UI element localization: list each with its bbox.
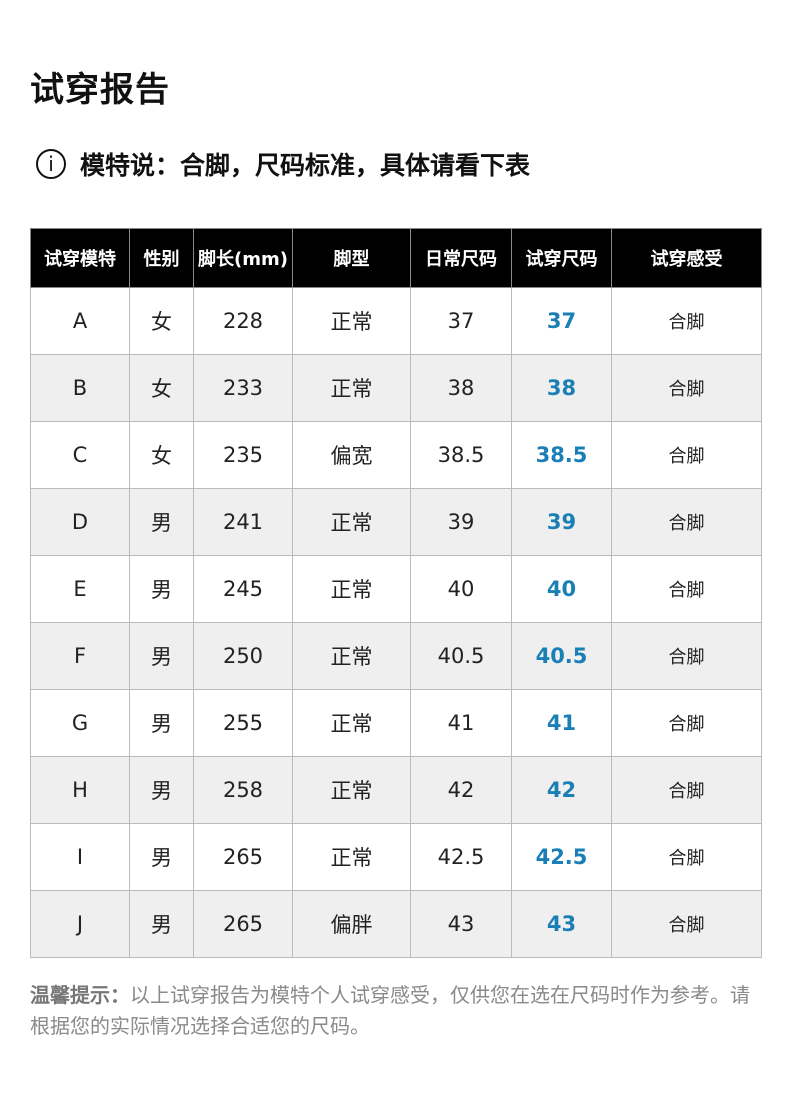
- table-row: F 男 250 正常 40.5 40.5 合脚: [30, 622, 762, 690]
- table-header-row: 试穿模特 性别 脚长(mm) 脚型 日常尺码 试穿尺码 试穿感受: [30, 228, 762, 288]
- tip-body: 以上试穿报告为模特个人试穿感受，仅供您在选在尺码时作为参考。请根据您的实际情况选…: [30, 983, 750, 1038]
- table-cell: 40.5: [410, 622, 512, 690]
- table-cell: I: [30, 823, 130, 891]
- table-cell: 38.5: [410, 421, 512, 489]
- table-cell: 合脚: [611, 622, 762, 690]
- column-header: 试穿尺码: [511, 228, 612, 288]
- table-cell: 42.5: [410, 823, 512, 891]
- fit-report-table: 试穿模特 性别 脚长(mm) 脚型 日常尺码 试穿尺码 试穿感受 A 女 228 正常 37 37 合脚…: [30, 228, 762, 958]
- table-cell: 正常: [292, 354, 411, 422]
- table-cell: 合脚: [611, 354, 762, 422]
- table-cell: 偏宽: [292, 421, 411, 489]
- table-cell: 正常: [292, 756, 411, 824]
- table-cell: 38.5: [511, 421, 612, 489]
- table-cell: 合脚: [611, 823, 762, 891]
- table-cell: 男: [129, 890, 194, 958]
- table-cell: F: [30, 622, 130, 690]
- table-cell: 43: [410, 890, 512, 958]
- table-cell: 258: [193, 756, 293, 824]
- table-cell: 女: [129, 287, 194, 355]
- table-cell: 40: [410, 555, 512, 623]
- table-cell: 正常: [292, 555, 411, 623]
- table-cell: 265: [193, 823, 293, 891]
- table-cell: 合脚: [611, 488, 762, 556]
- table-cell: 偏胖: [292, 890, 411, 958]
- table-cell: 男: [129, 555, 194, 623]
- table-cell: 合脚: [611, 287, 762, 355]
- table-row: A 女 228 正常 37 37 合脚: [30, 287, 762, 355]
- tip-label: 温馨提示：: [30, 983, 130, 1007]
- table-cell: 正常: [292, 689, 411, 757]
- table-cell: 39: [511, 488, 612, 556]
- table-cell: 男: [129, 823, 194, 891]
- table-cell: 250: [193, 622, 293, 690]
- table-cell: 41: [511, 689, 612, 757]
- column-header: 试穿感受: [611, 228, 762, 288]
- table-cell: 正常: [292, 823, 411, 891]
- table-cell: A: [30, 287, 130, 355]
- table-cell: 42: [410, 756, 512, 824]
- table-cell: 男: [129, 622, 194, 690]
- column-header: 脚长(mm): [193, 228, 293, 288]
- table-cell: 女: [129, 354, 194, 422]
- table-row: G 男 255 正常 41 41 合脚: [30, 689, 762, 757]
- table-cell: 43: [511, 890, 612, 958]
- tip-text: 温馨提示：以上试穿报告为模特个人试穿感受，仅供您在选在尺码时作为参考。请根据您的…: [30, 980, 760, 1042]
- table-cell: 正常: [292, 287, 411, 355]
- page-title: 试穿报告: [30, 70, 170, 110]
- table-cell: 合脚: [611, 555, 762, 623]
- table-cell: 42: [511, 756, 612, 824]
- table-cell: G: [30, 689, 130, 757]
- model-note-text: 模特说：合脚，尺码标准，具体请看下表: [80, 151, 531, 180]
- table-cell: 40.5: [511, 622, 612, 690]
- table-cell: 40: [511, 555, 612, 623]
- table-cell: 39: [410, 488, 512, 556]
- table-cell: 38: [511, 354, 612, 422]
- table-row: B 女 233 正常 38 38 合脚: [30, 354, 762, 422]
- table-row: H 男 258 正常 42 42 合脚: [30, 756, 762, 824]
- table-cell: 合脚: [611, 421, 762, 489]
- table-cell: E: [30, 555, 130, 623]
- table-cell: 233: [193, 354, 293, 422]
- table-cell: 235: [193, 421, 293, 489]
- table-cell: 37: [410, 287, 512, 355]
- column-header: 日常尺码: [410, 228, 512, 288]
- table-cell: 合脚: [611, 890, 762, 958]
- column-header: 性别: [129, 228, 194, 288]
- column-header: 试穿模特: [30, 228, 130, 288]
- table-row: I 男 265 正常 42.5 42.5 合脚: [30, 823, 762, 891]
- table-cell: 228: [193, 287, 293, 355]
- table-cell: 41: [410, 689, 512, 757]
- table-cell: 合脚: [611, 756, 762, 824]
- table-cell: C: [30, 421, 130, 489]
- table-cell: 正常: [292, 488, 411, 556]
- table-cell: 37: [511, 287, 612, 355]
- table-cell: 正常: [292, 622, 411, 690]
- model-note: i 模特说：合脚，尺码标准，具体请看下表: [36, 146, 530, 182]
- table-row: E 男 245 正常 40 40 合脚: [30, 555, 762, 623]
- table-cell: B: [30, 354, 130, 422]
- table-cell: 265: [193, 890, 293, 958]
- table-row: J 男 265 偏胖 43 43 合脚: [30, 890, 762, 958]
- table-cell: D: [30, 488, 130, 556]
- table-cell: 合脚: [611, 689, 762, 757]
- column-header: 脚型: [292, 228, 411, 288]
- table-cell: 241: [193, 488, 293, 556]
- table-cell: 男: [129, 689, 194, 757]
- table-cell: 女: [129, 421, 194, 489]
- table-row: D 男 241 正常 39 39 合脚: [30, 488, 762, 556]
- table-cell: 255: [193, 689, 293, 757]
- table-cell: 男: [129, 756, 194, 824]
- table-cell: 38: [410, 354, 512, 422]
- table-cell: 男: [129, 488, 194, 556]
- info-icon: i: [36, 149, 66, 179]
- table-cell: 245: [193, 555, 293, 623]
- table-row: C 女 235 偏宽 38.5 38.5 合脚: [30, 421, 762, 489]
- table-cell: J: [30, 890, 130, 958]
- table-cell: 42.5: [511, 823, 612, 891]
- table-cell: H: [30, 756, 130, 824]
